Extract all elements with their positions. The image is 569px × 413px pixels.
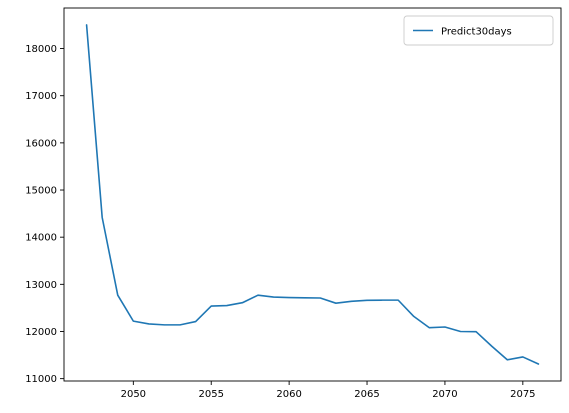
legend-box	[403, 15, 554, 46]
axes-frame	[63, 7, 562, 382]
x-tick-label: 2050	[121, 389, 146, 400]
y-tick-label: 16000	[25, 138, 57, 149]
y-tick-label: 17000	[25, 91, 57, 102]
x-tick-label: 2065	[354, 389, 379, 400]
plot-area	[85, 24, 540, 365]
y-tick-label: 15000	[25, 186, 57, 197]
legend: Predict30days	[403, 15, 554, 46]
y-tick-label: 11000	[25, 374, 57, 385]
y-tick-label: 14000	[25, 233, 57, 244]
x-tick-label: 2055	[199, 389, 224, 400]
x-tick-label: 2070	[432, 389, 457, 400]
y-tick-label: 18000	[25, 44, 57, 55]
y-tick-label: 12000	[25, 327, 57, 338]
y-tick-label: 13000	[25, 280, 57, 291]
x-tick-label: 2060	[276, 389, 301, 400]
x-tick-label: 2075	[510, 389, 535, 400]
series-line-0	[85, 24, 540, 365]
legend-label-0: Predict30days	[441, 27, 512, 38]
axes: 2050 2055 2060 2065 2070 2075 11000 12000 13000 1…	[25, 7, 562, 400]
